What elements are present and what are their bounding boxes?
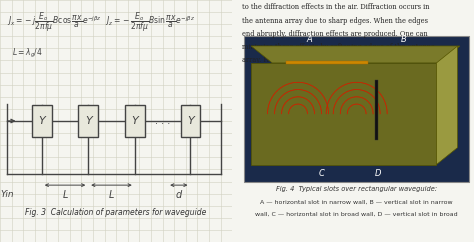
Text: Fig. 4  Typical slots over rectangular waveguide:: Fig. 4 Typical slots over rectangular wa… <box>276 186 437 192</box>
Bar <box>251 63 437 165</box>
Bar <box>244 36 469 182</box>
Text: A — horizontal slot in narrow wall, B — vertical slot in narrow: A — horizontal slot in narrow wall, B — … <box>260 200 453 204</box>
Text: C: C <box>319 168 324 178</box>
Text: Y: Y <box>187 116 194 126</box>
Text: end abruptly, diffraction effects are produced. One can: end abruptly, diffraction effects are pr… <box>242 30 428 38</box>
Bar <box>125 105 145 137</box>
Text: $J_z = -\dfrac{E_o}{2\pi f\mu}B\sin\dfrac{\pi x}{a}e^{-j\beta z}$: $J_z = -\dfrac{E_o}{2\pi f\mu}B\sin\dfra… <box>104 10 194 34</box>
Bar <box>78 105 98 137</box>
Text: L: L <box>109 190 114 200</box>
Text: d: d <box>176 190 182 200</box>
Text: wall, C — horizontal slot in broad wall, D — vertical slot in broad: wall, C — horizontal slot in broad wall,… <box>255 212 458 217</box>
Text: Y: Y <box>85 116 91 126</box>
Bar <box>32 105 52 137</box>
Text: D: D <box>374 168 381 178</box>
Bar <box>181 105 201 137</box>
Text: minimize these effects by softening edges of the antenna: minimize these effects by softening edge… <box>242 43 435 51</box>
Bar <box>375 80 378 140</box>
Bar <box>286 61 368 64</box>
Polygon shape <box>251 46 460 63</box>
Text: array. Hence, in the designed model, slots are extended with: array. Hence, in the designed model, slo… <box>242 56 447 65</box>
Text: L: L <box>63 190 68 200</box>
Text: . . .: . . . <box>155 116 170 126</box>
Text: A: A <box>307 35 313 45</box>
Text: the antenna array due to sharp edges. When the edges: the antenna array due to sharp edges. Wh… <box>242 16 428 25</box>
Text: B: B <box>401 35 407 45</box>
Text: $L = \lambda_g/4$: $L = \lambda_g/4$ <box>11 47 42 60</box>
Polygon shape <box>437 46 457 165</box>
Text: Yin: Yin <box>0 190 14 199</box>
Text: Y: Y <box>38 116 45 126</box>
Text: to the diffraction effects in the air. Diffraction occurs in: to the diffraction effects in the air. D… <box>242 3 429 11</box>
Text: $J_x = -j\dfrac{E_o}{2\pi f\mu}B\cos\dfrac{\pi x}{a}e^{-j\beta z}$: $J_x = -j\dfrac{E_o}{2\pi f\mu}B\cos\dfr… <box>7 10 101 34</box>
Text: Y: Y <box>131 116 138 126</box>
Text: Fig. 3  Calculation of parameters for waveguide: Fig. 3 Calculation of parameters for wav… <box>26 208 207 218</box>
